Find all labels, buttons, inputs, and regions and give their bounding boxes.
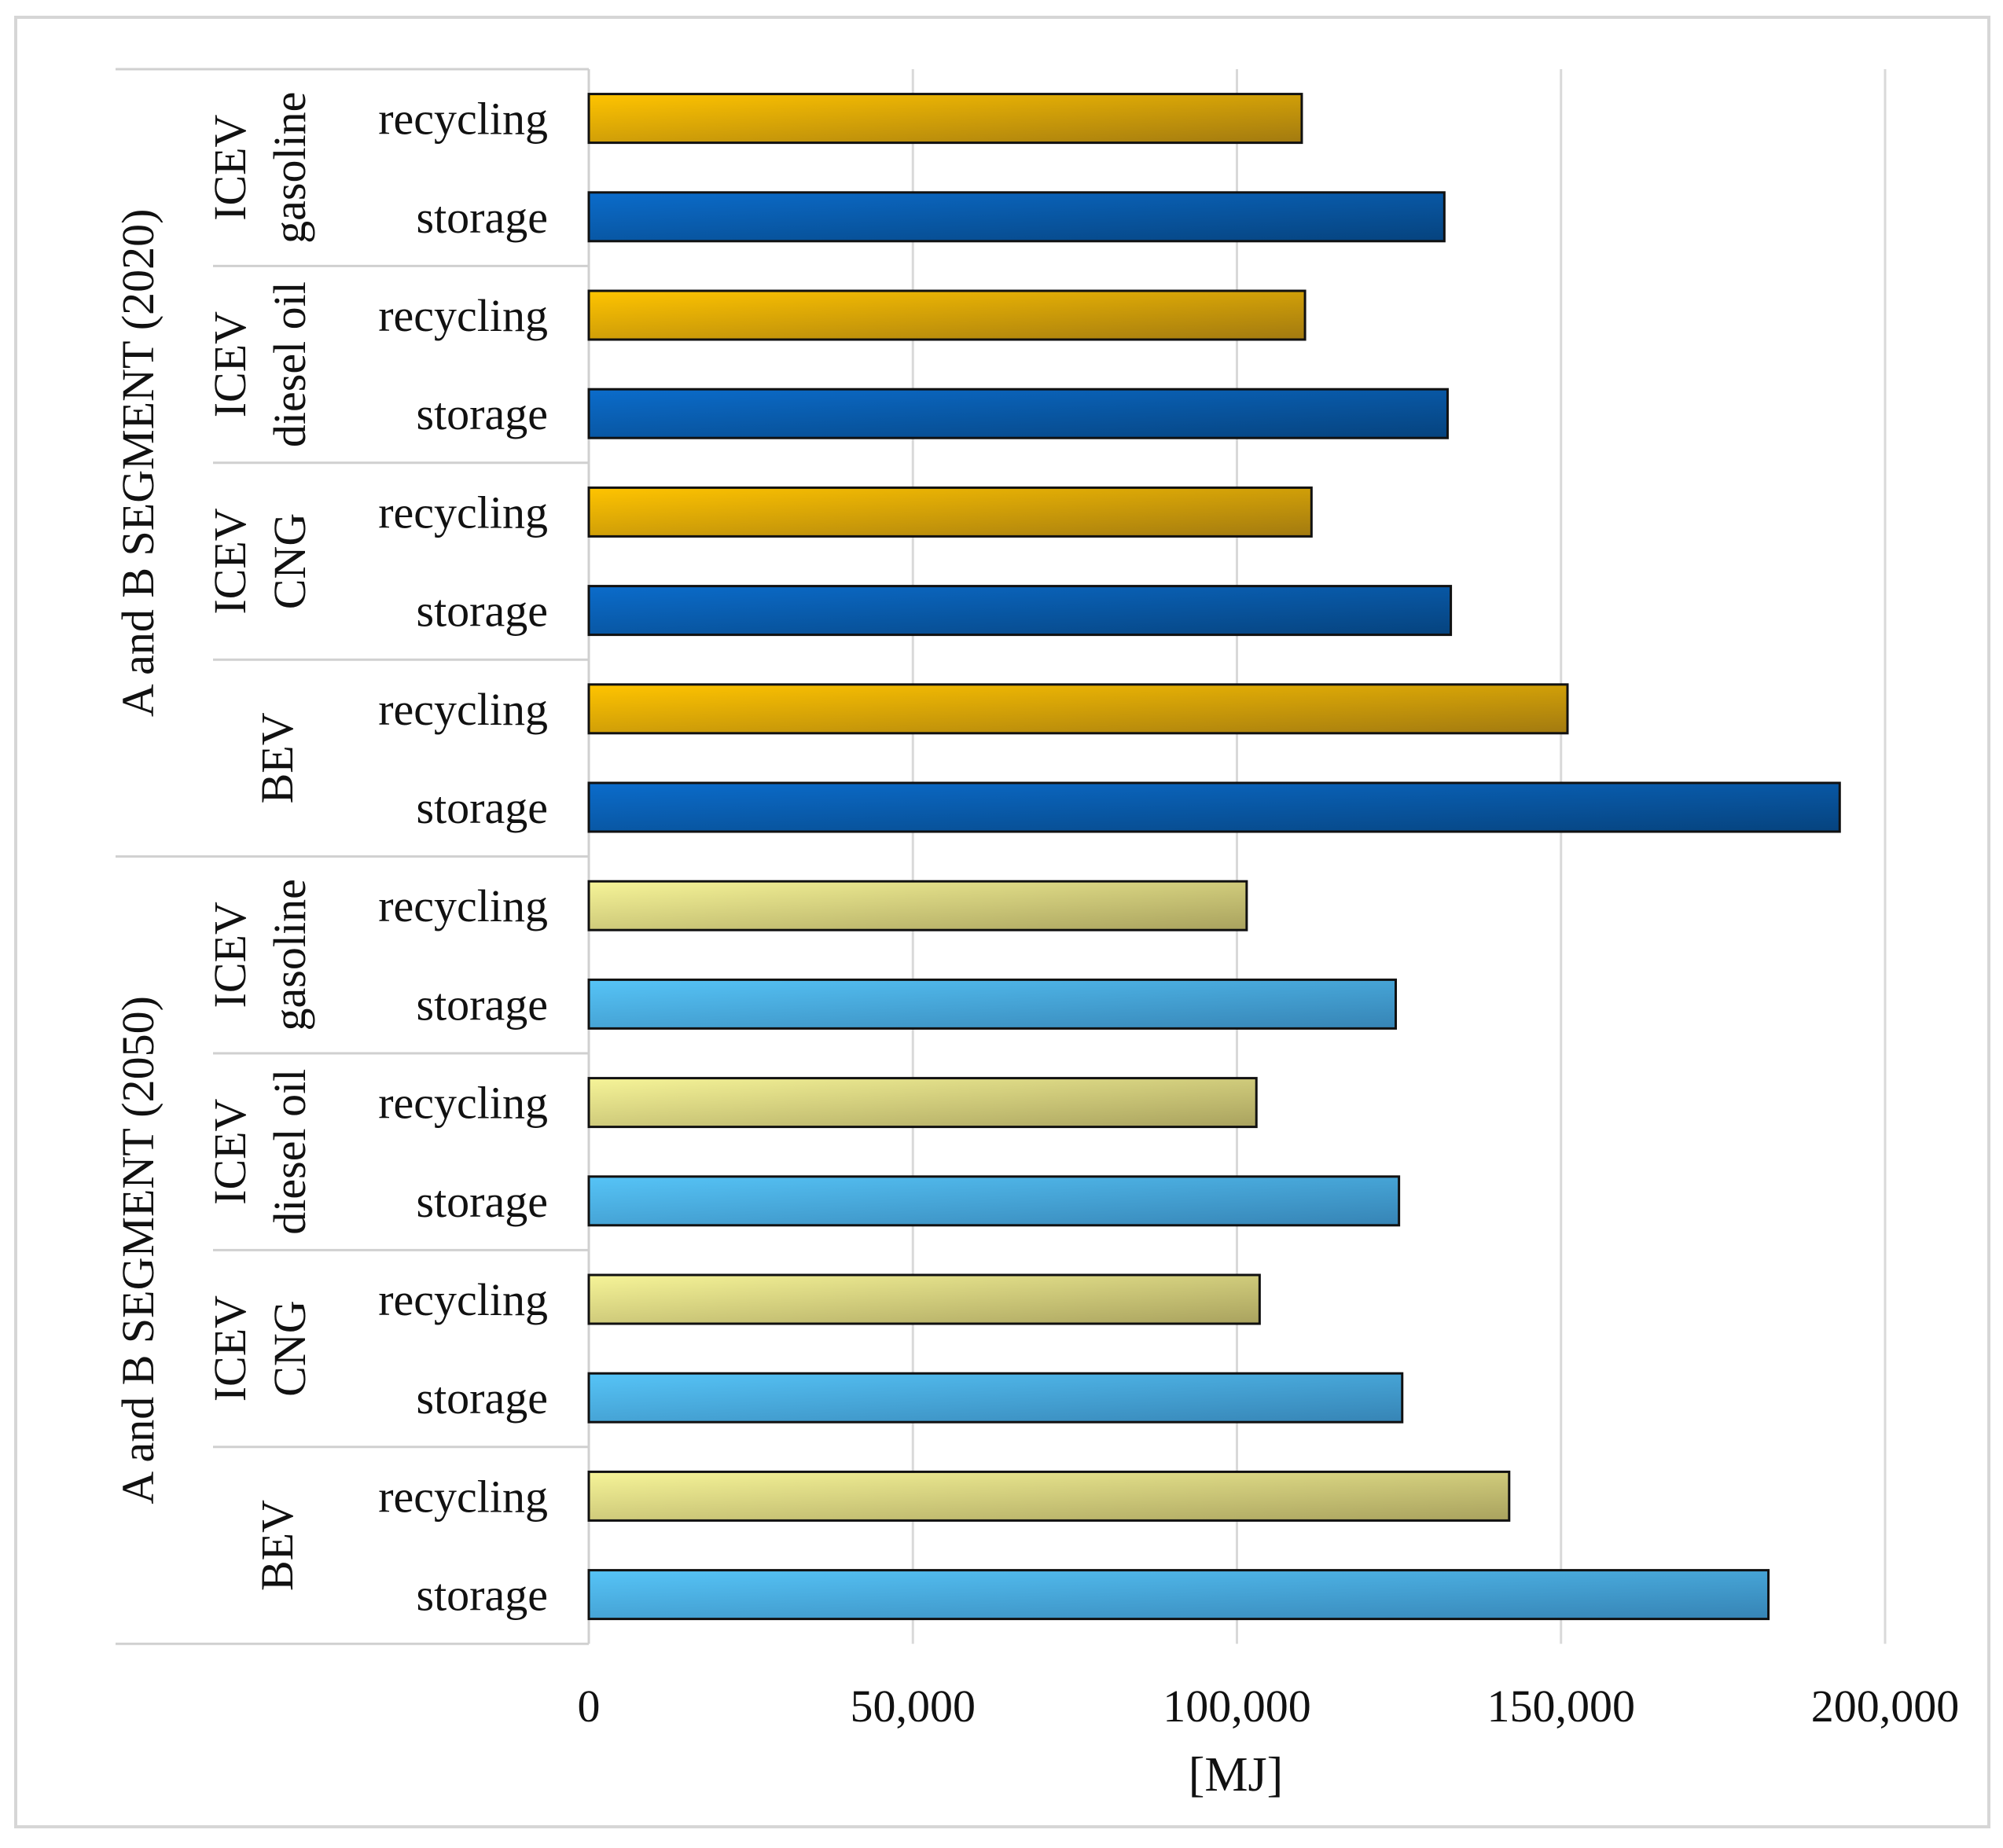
bar-recycling [587,1273,1261,1325]
group-label: A and B SEGMENT (2020) [112,209,164,718]
subgroup-label: BEV [252,1500,303,1591]
bar-label: storage [417,1372,549,1424]
bar-recycling [587,486,1313,538]
bar-recycling [587,1077,1258,1129]
subgroup-label: diesel oil [264,281,315,447]
bar-label: storage [417,782,549,833]
x-tick-label: 200,000 [1811,1681,1960,1732]
bar-label: recycling [378,880,548,931]
bar-label: storage [417,192,549,243]
subgroup-label: gasoline [264,92,315,244]
bar-label: recycling [378,1274,548,1325]
x-axis-title: [MJ] [1189,1748,1284,1802]
bar-recycling [587,683,1569,735]
x-tick-label: 150,000 [1487,1681,1636,1732]
bar-label: recycling [378,290,548,341]
subgroup-label: CNG [264,513,315,609]
x-tick-label: 0 [578,1681,601,1732]
x-tick-label: 100,000 [1163,1681,1311,1732]
subgroup-label: BEV [252,712,303,803]
subgroup-label: ICEV [204,311,255,417]
subgroup-label: ICEV [204,1098,255,1204]
bars [587,93,1841,1621]
bar-recycling [587,880,1248,931]
bar-label: storage [417,388,549,439]
bar-recycling [587,289,1307,341]
bar-label: storage [417,1176,549,1227]
x-tick-label: 50,000 [851,1681,976,1732]
subgroup-label: ICEV [204,508,255,614]
bar-storage [587,388,1449,439]
subgroup-label: ICEV [204,1295,255,1402]
bar-label: storage [417,1570,549,1621]
bar-storage [587,1569,1770,1621]
bar-label: recycling [378,684,548,735]
group-label: A and B SEGMENT (2050) [112,996,164,1504]
bar-storage [587,781,1841,833]
bar-label: recycling [378,487,548,538]
bar-label: recycling [378,94,548,145]
bar-label: recycling [378,1078,548,1129]
subgroup-label: gasoline [264,879,315,1031]
bar-storage [587,978,1398,1030]
subgroup-label: diesel oil [264,1069,315,1235]
bar-label: recycling [378,1471,548,1522]
x-axis-ticks: 0 50,000 100,000 150,000 200,000 [578,1681,1960,1732]
bar-storage [587,1175,1401,1227]
bar-recycling [587,1470,1511,1522]
bar-label: storage [417,586,549,637]
subgroup-label: CNG [264,1300,315,1396]
bar-label: storage [417,979,549,1030]
bar-storage [587,1372,1404,1424]
bar-storage [587,191,1446,243]
subgroup-label: ICEV [204,114,255,220]
bar-recycling [587,93,1303,145]
subgroup-label: ICEV [204,902,255,1008]
bar-storage [587,585,1453,637]
